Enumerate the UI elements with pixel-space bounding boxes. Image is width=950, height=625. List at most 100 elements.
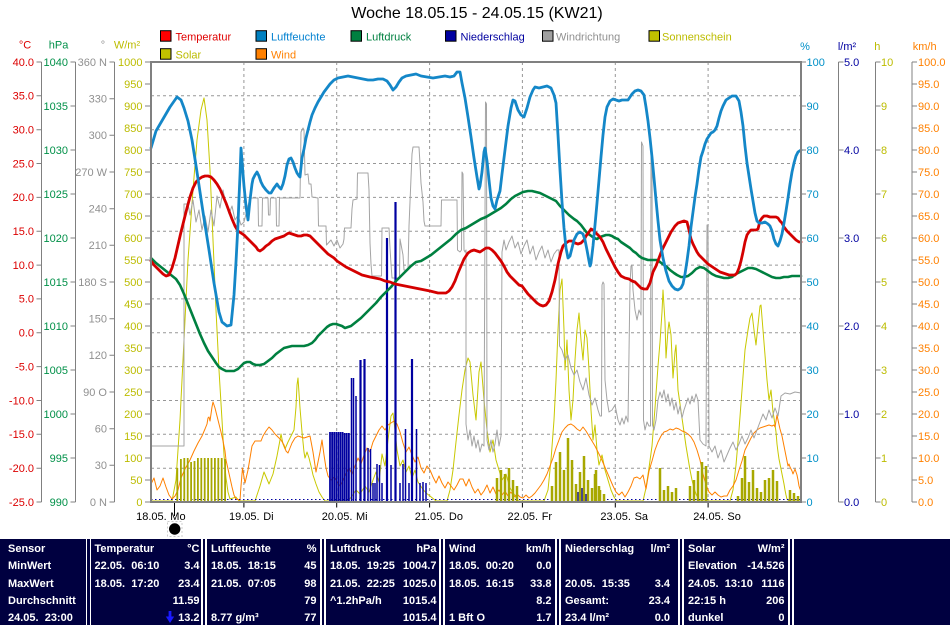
svg-text:20: 20 [807,409,819,421]
svg-text:1015: 1015 [44,277,68,289]
svg-text:Sonnenschein: Sonnenschein [662,32,732,44]
svg-text:50: 50 [130,475,142,487]
svg-text:100: 100 [124,453,142,465]
svg-text:1030: 1030 [44,145,68,157]
svg-text:Fr: Fr [542,511,553,523]
svg-text:360 N: 360 N [78,57,107,69]
svg-text:-25.0: -25.0 [9,497,34,509]
svg-text:6: 6 [881,233,887,245]
svg-text:0: 0 [881,497,887,509]
svg-text:5.0: 5.0 [19,294,34,306]
svg-text:22.05.: 22.05. [508,511,539,523]
svg-text:900: 900 [124,101,142,113]
svg-text:0: 0 [136,497,142,509]
svg-text:8: 8 [881,145,887,157]
svg-text:500: 500 [124,277,142,289]
svg-text:80.0: 80.0 [918,145,939,157]
svg-text:4.0: 4.0 [844,145,859,157]
svg-text:Solar: Solar [176,50,202,62]
svg-text:300: 300 [89,130,107,142]
svg-text:-5.0: -5.0 [15,361,34,373]
svg-text:5: 5 [881,277,887,289]
svg-text:10: 10 [807,453,819,465]
svg-text:995: 995 [50,453,68,465]
svg-text:250: 250 [124,387,142,399]
svg-text:23.05.: 23.05. [600,511,631,523]
svg-text:90 O: 90 O [83,387,107,399]
svg-text:25.0: 25.0 [918,387,939,399]
svg-text:3: 3 [881,365,887,377]
svg-text:30: 30 [95,460,107,472]
svg-text:Niederschlag: Niederschlag [461,32,525,44]
svg-text:1000: 1000 [118,57,142,69]
svg-text:20.0: 20.0 [13,192,34,204]
svg-text:5.0: 5.0 [918,475,933,487]
svg-text:24.05.: 24.05. [693,511,724,523]
svg-text:km/h: km/h [913,41,937,53]
svg-text:750: 750 [124,167,142,179]
svg-text:100.0: 100.0 [918,57,946,69]
svg-text:850: 850 [124,123,142,135]
svg-text:400: 400 [124,321,142,333]
svg-text:0.0: 0.0 [844,497,859,509]
svg-text:-10.0: -10.0 [9,395,34,407]
svg-text:18.05.: 18.05. [136,511,167,523]
svg-text:800: 800 [124,145,142,157]
svg-text:650: 650 [124,211,142,223]
svg-text:350: 350 [124,343,142,355]
svg-text:0 N: 0 N [90,497,107,509]
svg-text:990: 990 [50,497,68,509]
svg-text:1005: 1005 [44,365,68,377]
svg-text:35.0: 35.0 [13,91,34,103]
svg-text:1: 1 [881,453,887,465]
svg-text:100: 100 [807,57,825,69]
svg-text:700: 700 [124,189,142,201]
svg-text:210: 210 [89,240,107,252]
svg-text:5.0: 5.0 [844,57,859,69]
svg-text:30.0: 30.0 [13,125,34,137]
svg-text:35.0: 35.0 [918,343,939,355]
svg-text:1020: 1020 [44,233,68,245]
svg-text:9: 9 [881,101,887,113]
svg-text:20.0: 20.0 [918,409,939,421]
svg-text:300: 300 [124,365,142,377]
svg-text:95.0: 95.0 [918,79,939,91]
svg-text:-20.0: -20.0 [9,463,34,475]
svg-text:0.0: 0.0 [918,497,933,509]
svg-text:55.0: 55.0 [918,255,939,267]
svg-text:600: 600 [124,233,142,245]
svg-text:30: 30 [807,365,819,377]
svg-text:19.05.: 19.05. [229,511,260,523]
svg-text:Sa: Sa [635,511,649,523]
svg-text:60: 60 [807,233,819,245]
svg-text:3.0: 3.0 [844,233,859,245]
svg-text:40: 40 [807,321,819,333]
svg-text:150: 150 [124,431,142,443]
svg-text:°: ° [101,40,105,52]
svg-text:200: 200 [124,409,142,421]
svg-text:Mi: Mi [356,511,368,523]
svg-text:%: % [800,41,810,53]
svg-text:2.0: 2.0 [844,321,859,333]
svg-text:Do: Do [449,511,463,523]
svg-text:65.0: 65.0 [918,211,939,223]
svg-text:50: 50 [807,277,819,289]
svg-text:30.0: 30.0 [918,365,939,377]
svg-text:950: 950 [124,79,142,91]
svg-text:15.0: 15.0 [13,226,34,238]
svg-text:90.0: 90.0 [918,101,939,113]
svg-text:l/m²: l/m² [838,41,857,53]
svg-text:Temperatur: Temperatur [176,32,232,44]
svg-text:550: 550 [124,255,142,267]
svg-text:4: 4 [881,321,887,333]
svg-text:15.0: 15.0 [918,431,939,443]
svg-text:80: 80 [807,145,819,157]
svg-text:70.0: 70.0 [918,189,939,201]
svg-text:h: h [874,41,880,53]
svg-text:Windrichtung: Windrichtung [556,32,620,44]
svg-text:Luftdruck: Luftdruck [366,32,412,44]
svg-text:45.0: 45.0 [918,299,939,311]
svg-text:40.0: 40.0 [918,321,939,333]
svg-text:270 W: 270 W [75,167,107,179]
svg-text:1025: 1025 [44,189,68,201]
